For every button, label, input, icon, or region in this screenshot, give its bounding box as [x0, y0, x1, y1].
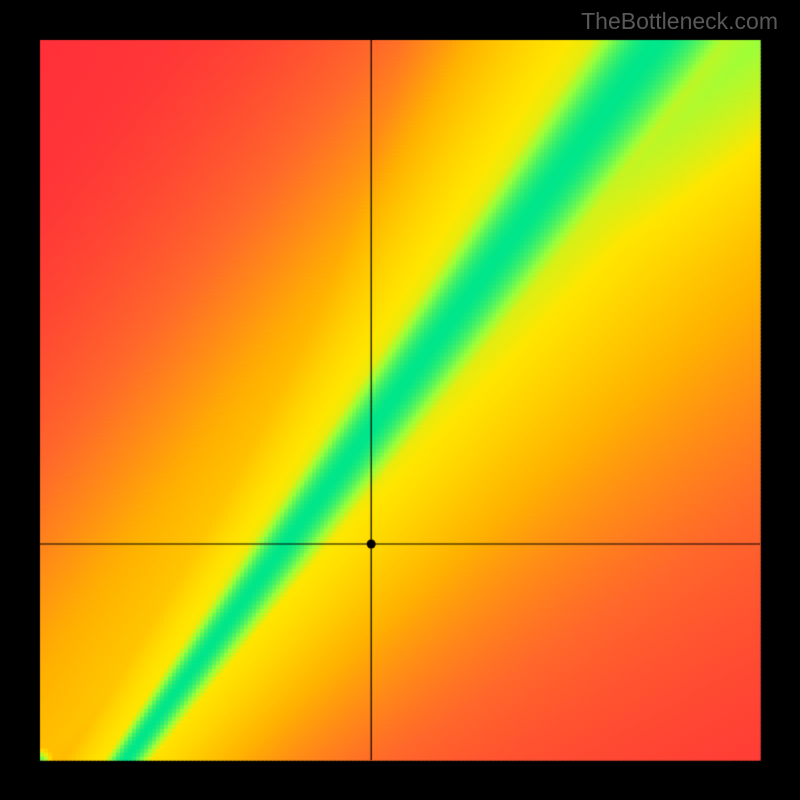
- watermark-text: TheBottleneck.com: [581, 8, 778, 35]
- bottleneck-heatmap: [0, 0, 800, 800]
- chart-container: TheBottleneck.com: [0, 0, 800, 800]
